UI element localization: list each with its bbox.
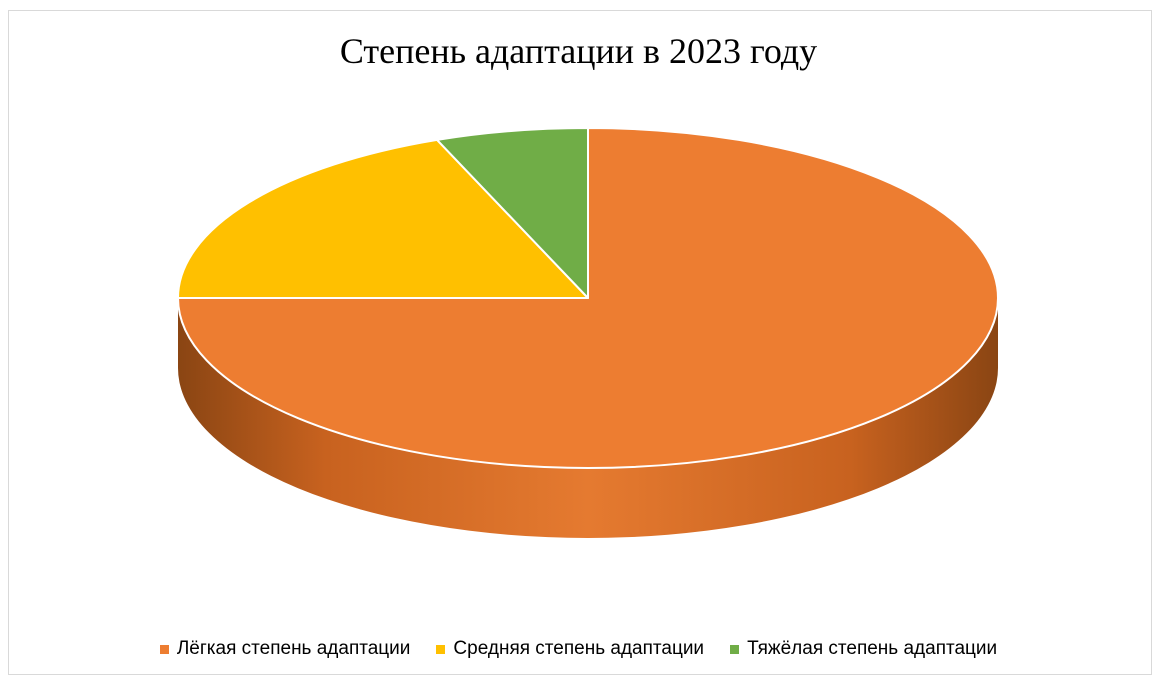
legend-swatch-light — [159, 644, 169, 654]
legend-item-medium: Средняя степень адаптации — [436, 638, 704, 660]
pie-top-group — [177, 127, 999, 469]
legend-label-severe: Тяжёлая степень адаптации — [747, 638, 998, 659]
legend-item-severe: Тяжёлая степень адаптации — [730, 638, 997, 660]
legend-swatch-severe — [730, 644, 740, 654]
legend-item-light: Лёгкая степень адаптации — [159, 638, 411, 660]
legend: Лёгкая степень адаптации Средняя степень… — [0, 638, 1157, 660]
slice-top-2 — [436, 127, 589, 299]
legend-label-medium: Средняя степень адаптации — [453, 638, 705, 659]
chart-title: Степень адаптации в 2023 году — [339, 31, 818, 71]
legend-swatch-medium — [436, 644, 446, 654]
pie-side-group — [178, 298, 998, 538]
slice-side-0 — [178, 298, 998, 538]
slice-top-0 — [177, 127, 999, 469]
slice-top-1 — [177, 138, 589, 299]
legend-label-light: Лёгкая степень адаптации — [176, 638, 411, 659]
